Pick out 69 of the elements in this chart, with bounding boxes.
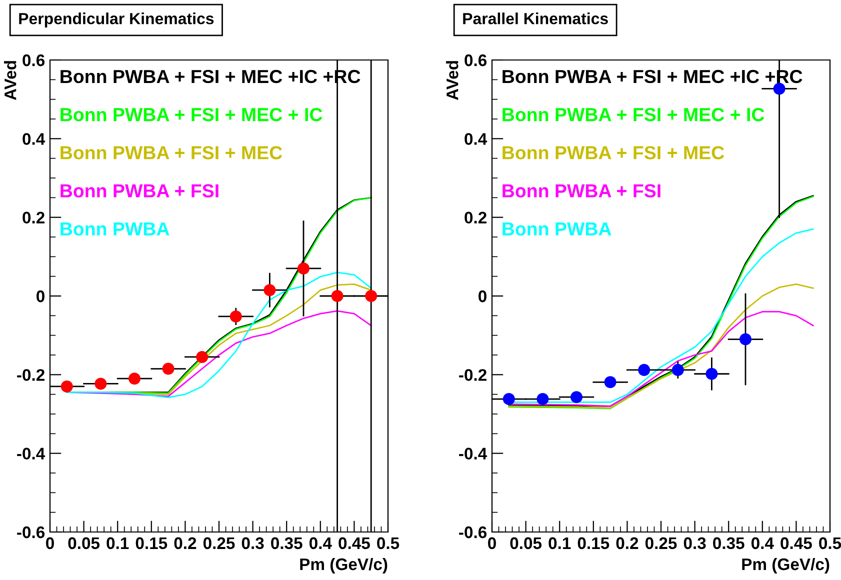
y-tick-label: 0.4 [22, 133, 46, 145]
text: Bonn PWBA + FSI + MEC [502, 146, 724, 160]
x-tick-label: 0.35 [271, 537, 302, 550]
text: Bonn PWBA + FSI + MEC + IC [60, 108, 322, 122]
y-tick-label: 0 [36, 290, 44, 302]
point [604, 376, 616, 388]
x-axis-title: Pm (GeV/c) [300, 558, 388, 574]
point [162, 362, 174, 375]
x-tick-label: 0 [488, 537, 496, 550]
x-tick-label: 0.2 [616, 537, 638, 550]
point [502, 393, 515, 406]
y-tick-label: 0 [478, 290, 486, 302]
text: Bonn PWBA [502, 222, 612, 236]
x-tick-label: 0.3 [684, 537, 706, 550]
x-tick-label: 0 [46, 537, 54, 550]
y-tick-label: -0.2 [17, 369, 44, 381]
x-tick-label: 0.45 [338, 537, 370, 550]
x-tick-label: 0.45 [780, 537, 812, 550]
y-tick-label: 0.6 [464, 54, 487, 66]
x-tick-label: 0.1 [548, 537, 571, 550]
point [536, 393, 549, 406]
y-tick-label: -0.2 [459, 369, 486, 381]
x-tick-label: 0.05 [510, 537, 542, 550]
y-axis-title: AVed [446, 61, 458, 100]
x-axis-title: Pm (GeV/c) [742, 558, 830, 574]
y-tick-label: 0.2 [22, 212, 44, 224]
point [773, 82, 786, 95]
x-tick-label: 0.05 [68, 537, 100, 550]
text: Bonn PWBA + FSI + MEC [60, 146, 282, 160]
x-tick-label: 0.25 [203, 537, 235, 550]
x-tick-label: 0.15 [136, 537, 168, 550]
chart-title: Perpendicular Kinematics [19, 12, 214, 28]
point [60, 380, 73, 392]
x-tick-label: 0.15 [578, 537, 610, 550]
y-axis-title: AVed [4, 61, 16, 100]
point [128, 372, 141, 385]
y-tick-label: -0.4 [17, 448, 46, 460]
point [638, 364, 650, 376]
y-tick-label: -0.4 [459, 448, 488, 460]
y-tick-label: -0.6 [459, 526, 487, 538]
text: Bonn PWBA + FSI [502, 184, 660, 198]
text: Bonn PWBA [60, 222, 170, 236]
y-tick-label: 0.6 [22, 54, 45, 66]
x-tick-label: 0.4 [309, 537, 332, 550]
x-tick-label: 0.5 [819, 537, 841, 550]
x-tick-label: 0.3 [242, 537, 264, 550]
point [94, 378, 107, 390]
point [297, 262, 310, 274]
point [570, 391, 583, 404]
x-tick-label: 0.2 [174, 537, 196, 550]
y-tick-label: 0.4 [464, 133, 488, 145]
x-tick-label: 0.5 [377, 537, 400, 550]
text: Bonn PWBA + FSI [60, 184, 218, 198]
point [264, 284, 276, 296]
point [365, 290, 378, 302]
chart-title: Parallel Kinematics [463, 12, 608, 24]
point [706, 368, 718, 380]
point [230, 310, 242, 322]
y-tick-label: -0.6 [17, 526, 45, 538]
text: Bonn PWBA + FSI + MEC + IC [502, 108, 764, 122]
x-tick-label: 0.4 [751, 537, 774, 550]
point [672, 364, 684, 376]
x-tick-label: 0.35 [713, 537, 744, 550]
point [196, 350, 208, 363]
x-tick-label: 0.25 [645, 537, 677, 550]
x-tick-label: 0.1 [106, 537, 129, 550]
point [331, 290, 344, 302]
y-tick-label: 0.2 [464, 212, 486, 224]
point [739, 333, 752, 346]
